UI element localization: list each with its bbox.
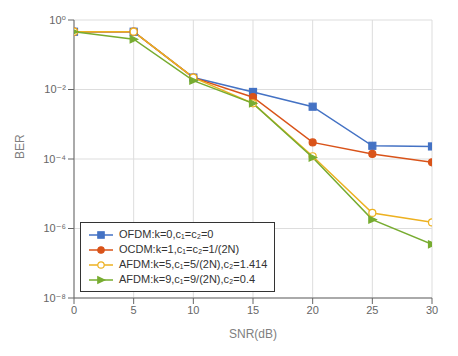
html-text:OCDM:k=1,c₁=c₂=1/(2N): OCDM:k=1,c₁=c₂=1/(2N) xyxy=(119,243,240,255)
svg-text:10⁻²: 10⁻² xyxy=(44,83,66,95)
html-text:AFDM:k=5,c₁=5/(2N),c₂=1.414: AFDM:k=5,c₁=5/(2N),c₂=1.414 xyxy=(119,258,268,270)
svg-text:5: 5 xyxy=(131,304,137,316)
html-text:AFDM:k=9,c₁=9/(2N),c₂=0.4: AFDM:k=9,c₁=9/(2N),c₂=0.4 xyxy=(119,273,256,285)
svg-text:15: 15 xyxy=(247,304,259,316)
svg-text:25: 25 xyxy=(366,304,378,316)
svg-text:10: 10 xyxy=(187,304,199,316)
svg-text:SNR(dB): SNR(dB) xyxy=(229,327,277,341)
svg-text:10⁻⁴: 10⁻⁴ xyxy=(43,153,66,165)
html-text:OFDM:k=0,c₁=c₂=0: OFDM:k=0,c₁=c₂=0 xyxy=(119,228,214,240)
svg-text:10⁰: 10⁰ xyxy=(49,14,66,26)
svg-text:20: 20 xyxy=(307,304,319,316)
svg-text:30: 30 xyxy=(426,304,438,316)
svg-text:BER: BER xyxy=(13,134,27,159)
svg-text:10⁻⁸: 10⁻⁸ xyxy=(43,292,66,304)
svg-text:0: 0 xyxy=(71,304,77,316)
svg-text:10⁻⁶: 10⁻⁶ xyxy=(43,222,66,234)
